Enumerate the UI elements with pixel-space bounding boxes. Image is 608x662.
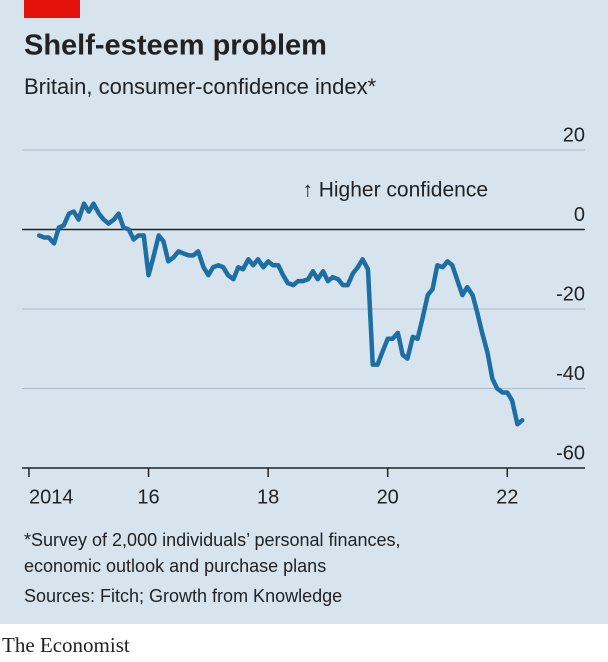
footnote: *Survey of 2,000 individuals’ personal f… bbox=[24, 530, 401, 550]
background bbox=[0, 0, 608, 624]
brand-strip bbox=[0, 624, 608, 662]
x-tick-label: 2014 bbox=[29, 486, 74, 508]
y-tick-label: 0 bbox=[574, 204, 585, 226]
x-tick-label: 18 bbox=[257, 486, 279, 508]
brand: The Economist bbox=[2, 633, 130, 657]
data-line bbox=[36, 201, 525, 427]
y-tick-label: -60 bbox=[556, 442, 585, 464]
source: Sources: Fitch; Growth from Knowledge bbox=[24, 586, 342, 606]
y-tick-label: -40 bbox=[556, 363, 585, 385]
chart-subtitle: Britain, consumer-confidence index* bbox=[24, 74, 377, 99]
chart-title: Shelf-esteem problem bbox=[24, 30, 327, 62]
x-tick-label: 20 bbox=[377, 486, 399, 508]
annotation: ↑ Higher confidence bbox=[302, 179, 488, 202]
x-tick-label: 16 bbox=[137, 486, 159, 508]
x-tick-label: 22 bbox=[496, 486, 518, 508]
y-tick-label: -20 bbox=[556, 283, 585, 305]
y-tick-label: 20 bbox=[563, 124, 585, 146]
footnote: economic outlook and purchase plans bbox=[24, 556, 326, 576]
red-tag bbox=[24, 0, 80, 18]
